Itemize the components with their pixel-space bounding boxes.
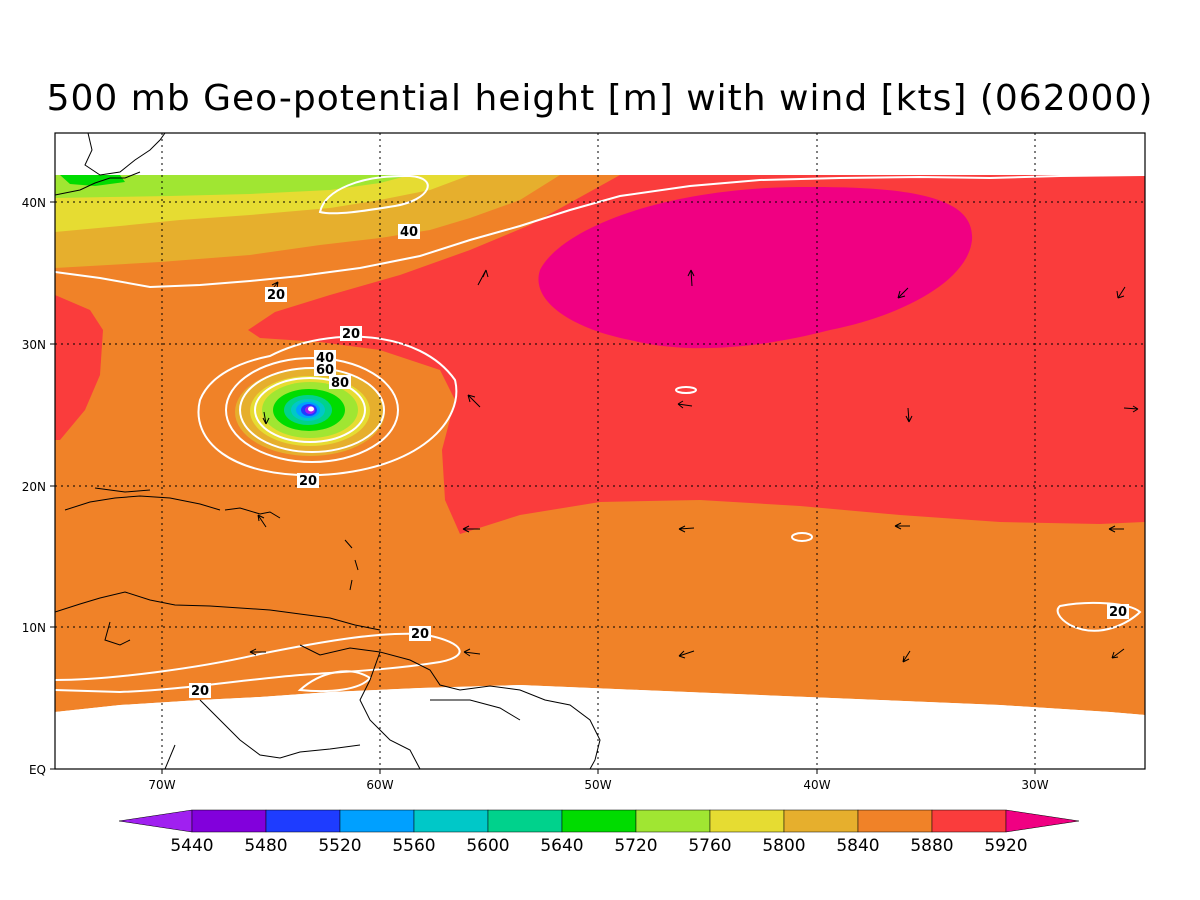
plot-frame: [54, 132, 1146, 770]
wind-vector: [462, 525, 480, 533]
colorbar-swatch: [931, 809, 1007, 833]
wind-vector: [1108, 525, 1124, 533]
colorbar-label: 5480: [244, 836, 287, 856]
colorbar-swatch: [191, 809, 267, 833]
colorbar-swatch: [413, 809, 489, 833]
contour-label: 20: [411, 627, 429, 642]
wind-vector: [1123, 405, 1139, 413]
wind-vector: [678, 650, 695, 659]
lon-label: 40W: [803, 778, 830, 792]
wind-vector: [262, 411, 270, 425]
missing-data-mask: [55, 685, 1145, 769]
colorbar: 5440 5480 5520 5560 5600 5640 5720 5760 5800 5840…: [118, 809, 1080, 856]
wind-vector: [249, 648, 266, 656]
colorbar-swatch: [857, 809, 933, 833]
colorbar-label: 5600: [466, 836, 509, 856]
wind-vector: [1111, 648, 1125, 659]
map-title: 500 mb Geo-potential height [m] with win…: [46, 78, 1154, 119]
colorbar-arrow-high: [1005, 809, 1080, 833]
wind-vector: [687, 269, 695, 287]
wind-vector: [467, 394, 481, 408]
height-field: [55, 174, 1145, 715]
tick-marks: [50, 201, 1036, 774]
colorbar-swatch: [339, 809, 415, 833]
gridlines: [55, 133, 1145, 769]
colorbar-label: 5760: [688, 836, 731, 856]
lat-label: EQ: [29, 763, 46, 777]
contour-label: 20: [1109, 605, 1127, 620]
wind-vector: [897, 287, 909, 299]
contour-label: 80: [331, 376, 349, 391]
colorbar-swatch: [635, 809, 711, 833]
colorbar-label: 5840: [836, 836, 879, 856]
contour-label: 20: [342, 327, 360, 342]
contour-label: 20: [267, 288, 285, 303]
contour-label: 20: [191, 684, 209, 699]
wind-vector: [1116, 286, 1126, 299]
height-band-5920-west: [55, 295, 103, 440]
wind-vector: [902, 650, 911, 663]
wind-vector: [257, 514, 267, 528]
colorbar-label: 5440: [170, 836, 213, 856]
colorbar-swatch: [561, 809, 637, 833]
lat-label: 20N: [22, 480, 46, 494]
colorbar-label: 5520: [318, 836, 361, 856]
colorbar-arrow-low: [118, 809, 193, 833]
lon-label: 70W: [148, 778, 175, 792]
colorbar-swatch: [709, 809, 785, 833]
wind-vector: [463, 648, 481, 657]
contour-label: 40: [400, 225, 418, 240]
wind-vector: [677, 400, 693, 409]
lat-label: 40N: [22, 196, 46, 210]
height-band-5760: [55, 175, 410, 198]
wind-contours: [55, 174, 1145, 694]
colorbar-swatch: [487, 809, 563, 833]
lon-label: 50W: [584, 778, 611, 792]
wind-vector: [678, 525, 695, 533]
contour-label: 60: [316, 363, 334, 378]
lat-label: 30N: [22, 338, 46, 352]
height-band-5720: [60, 175, 125, 186]
colorbar-label: 5880: [910, 836, 953, 856]
colorbar-label: 5560: [392, 836, 435, 856]
coastlines: [55, 133, 601, 769]
colorbar-label: 5640: [540, 836, 583, 856]
colorbar-swatch: [783, 809, 859, 833]
colorbar-label: 5720: [614, 836, 657, 856]
colorbar-label: 5920: [984, 836, 1027, 856]
colorbar-swatch: [265, 809, 341, 833]
contour-label: 20: [299, 474, 317, 489]
wind-vector: [894, 522, 910, 530]
wind-vector: [905, 407, 913, 423]
lon-label: 60W: [366, 778, 393, 792]
contour-label-group: 40 20 20 40 60 80 20 20 20 20: [189, 224, 1129, 699]
lon-label: 30W: [1021, 778, 1048, 792]
low-ring-core: [308, 406, 314, 412]
lat-label: 10N: [22, 621, 46, 635]
colorbar-label: 5800: [762, 836, 805, 856]
height-band-5960: [538, 186, 973, 349]
wind-vector: [477, 269, 489, 286]
